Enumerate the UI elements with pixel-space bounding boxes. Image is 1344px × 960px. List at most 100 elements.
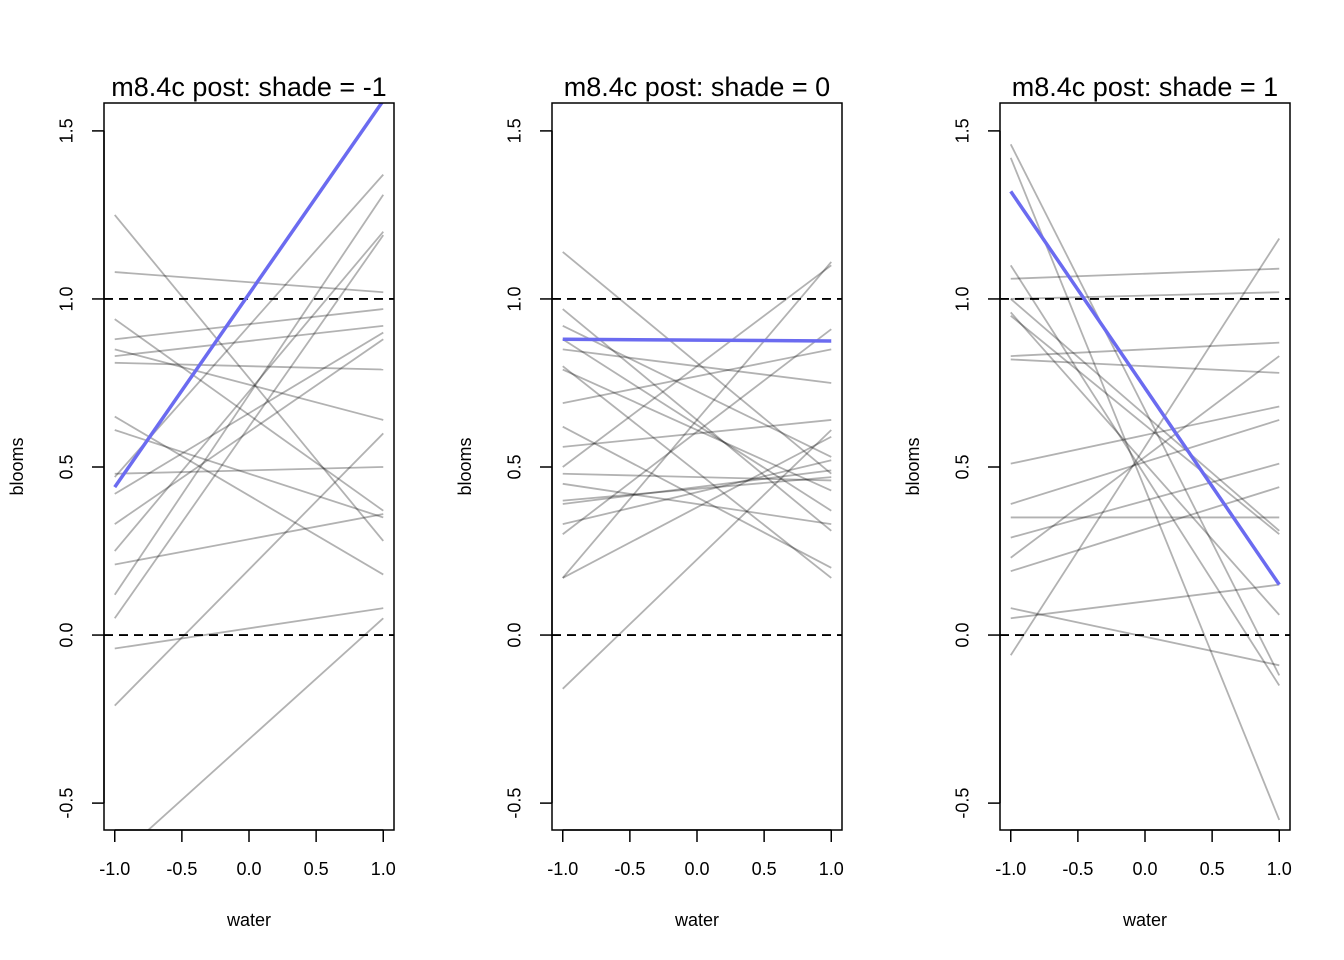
series-line (1010, 583, 1280, 620)
series-line (562, 264, 832, 468)
series-line (114, 348, 384, 421)
series-line (562, 472, 832, 482)
series-line (114, 513, 384, 566)
x-tick-label: -1.0 (547, 859, 578, 879)
x-tick-label: -0.5 (614, 859, 645, 879)
series-line (1009, 143, 1281, 676)
series-line (113, 194, 385, 596)
series-line (1010, 462, 1280, 539)
x-tick-label: 1.0 (1267, 859, 1292, 879)
x-tick-label: -0.5 (166, 859, 197, 879)
y-tick-label: 0.0 (953, 623, 973, 648)
y-tick-label: 0.5 (953, 454, 973, 479)
series-line (1010, 291, 1280, 300)
x-tick-label: 0.0 (1132, 859, 1157, 879)
series-line (114, 318, 384, 512)
series-line (146, 617, 384, 830)
series-line (114, 466, 384, 475)
x-tick-label: -0.5 (1062, 859, 1093, 879)
series-line (562, 308, 832, 532)
series-line (562, 365, 832, 579)
series-line (562, 459, 832, 526)
x-tick-label: 0.5 (752, 859, 777, 879)
panel: m8.4c post: shade = -1 -1.0 -0.5 0.0 0.5 1.0 -… (7, 72, 396, 930)
series-line (1009, 264, 1281, 686)
plot-box (551, 102, 843, 831)
y-axis-label: blooms (903, 437, 923, 495)
series-line (562, 261, 832, 579)
y-tick-label: 1.0 (953, 286, 973, 311)
series-line (1010, 405, 1280, 465)
series-line (114, 324, 384, 357)
series-line (1010, 311, 1280, 616)
y-tick-label: -0.5 (953, 788, 973, 819)
series-line (114, 338, 384, 525)
x-tick-label: 0.5 (1200, 859, 1225, 879)
y-tick-label: 1.0 (57, 286, 77, 311)
x-tick-label: 0.0 (684, 859, 709, 879)
series-line (114, 214, 384, 542)
series-line (1010, 355, 1280, 559)
series-line (562, 425, 832, 569)
series-line (1009, 157, 1281, 821)
series-line (562, 325, 832, 458)
x-axis-label: water (226, 910, 271, 930)
series-line (562, 476, 832, 502)
chart-title: m8.4c post: shade = -1 (111, 72, 386, 102)
series-line (562, 368, 832, 492)
y-tick-label: 1.5 (953, 118, 973, 143)
series-line (1009, 237, 1281, 656)
y-tick-label: 0.0 (57, 623, 77, 648)
series-line (1009, 190, 1281, 586)
series-line (562, 482, 832, 526)
y-axis-label: blooms (455, 437, 475, 495)
series-line (114, 331, 384, 495)
series-line (562, 469, 832, 505)
series-line (562, 435, 832, 579)
series-line (562, 328, 832, 535)
series-line (562, 348, 832, 384)
x-axis-label: water (674, 910, 719, 930)
series-line (562, 348, 832, 405)
y-tick-label: 1.5 (505, 118, 525, 143)
series-line (562, 338, 832, 512)
series-line (113, 103, 384, 489)
y-tick-label: 0.5 (505, 454, 525, 479)
series-line (114, 234, 384, 619)
chart-title: m8.4c post: shade = 1 (1012, 72, 1278, 102)
plot-box (999, 102, 1291, 831)
series-line (114, 361, 384, 371)
y-tick-label: -0.5 (57, 788, 77, 819)
series-line (562, 251, 832, 475)
series-line (114, 432, 384, 707)
series-line (562, 419, 832, 448)
series-line (1010, 486, 1280, 573)
y-tick-label: 0.0 (505, 623, 525, 648)
lines (562, 251, 832, 690)
series-line (1010, 267, 1280, 280)
y-tick-label: 0.5 (57, 454, 77, 479)
x-tick-label: 1.0 (371, 859, 396, 879)
x-tick-label: 1.0 (819, 859, 844, 879)
lines (1009, 143, 1281, 821)
series-line (1010, 607, 1280, 667)
panel: m8.4c post: shade = 0 -1.0 -0.5 0.0 0.5 1.0 -0… (455, 72, 844, 930)
series-line (114, 271, 384, 294)
series-line (1010, 315, 1280, 535)
series-line (1010, 419, 1280, 505)
x-tick-label: -1.0 (99, 859, 130, 879)
series-line (1010, 358, 1280, 374)
lines (113, 103, 385, 830)
series-line (114, 173, 384, 478)
y-axis-label: blooms (7, 437, 27, 495)
series-line (562, 429, 832, 690)
series-line (114, 308, 384, 341)
y-tick-label: 1.0 (505, 286, 525, 311)
x-tick-label: 0.0 (236, 859, 261, 879)
series-line (114, 231, 384, 552)
x-axis-label: water (1122, 910, 1167, 930)
panel: m8.4c post: shade = 1 -1.0 -0.5 0.0 0.5 1.0 -0… (903, 72, 1292, 930)
series-line (562, 337, 832, 343)
y-tick-label: 1.5 (57, 118, 77, 143)
